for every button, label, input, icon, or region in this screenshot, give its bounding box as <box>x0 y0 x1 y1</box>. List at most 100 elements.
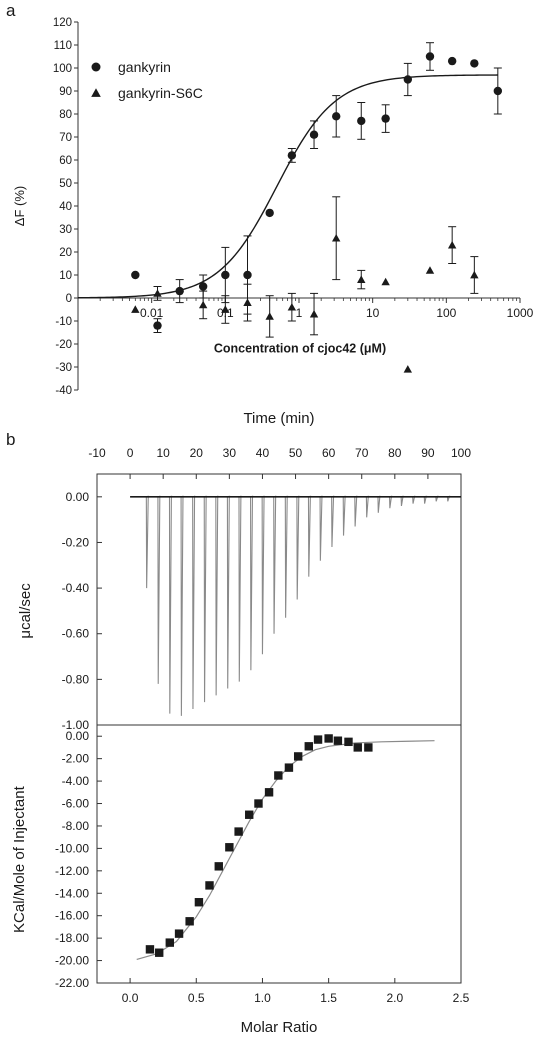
injection-peak <box>296 495 302 600</box>
x-tick-label: 0.5 <box>188 991 205 1005</box>
injection-peak <box>331 495 337 548</box>
injection-peak <box>365 495 371 518</box>
x-tick-label: 1000 <box>507 306 534 320</box>
y-tick-label: -40 <box>55 385 72 397</box>
x-tick-label: 1 <box>296 306 303 320</box>
y-tick-label: 70 <box>59 132 72 144</box>
injection-peak <box>215 495 221 696</box>
data-point-square <box>324 734 333 743</box>
point-gankyrin <box>425 52 435 61</box>
point-gankyrin <box>265 208 274 218</box>
y-tick-label: -10.00 <box>55 841 89 855</box>
point-gankyrin-s6c <box>153 289 162 297</box>
x-tick-label: 10 <box>157 446 171 460</box>
injection-peak <box>377 495 383 513</box>
x-tick-label: 2.0 <box>386 991 403 1005</box>
x-axis-label: Time (min) <box>243 410 314 427</box>
injection-peak <box>354 495 360 527</box>
injection-peak <box>192 495 198 710</box>
point-gankyrin-s6c <box>425 266 435 274</box>
x-tick-label: 40 <box>256 446 270 460</box>
fit-curve-gankyrin <box>77 74 498 299</box>
y-tick-label: 0.00 <box>66 729 90 743</box>
data-point-square <box>274 771 283 780</box>
x-tick-label: 70 <box>355 446 369 460</box>
y-tick-label: -0.40 <box>62 581 90 595</box>
data-point-square <box>205 881 214 890</box>
injection-peak <box>400 495 406 507</box>
injection-peak <box>389 495 394 509</box>
x-tick-label: 0.0 <box>122 991 139 1005</box>
y-tick-label: -4.00 <box>62 774 90 788</box>
y-tick-label: -0.80 <box>62 672 90 686</box>
y-tick-label: 10 <box>59 270 72 282</box>
y-tick-label: -2.00 <box>62 752 90 766</box>
injection-peak <box>273 495 279 634</box>
injection-peak <box>157 495 163 684</box>
injection-peak <box>226 495 232 689</box>
data-point-square <box>304 742 313 751</box>
x-axis-label: Molar Ratio <box>241 1019 318 1036</box>
injection-peak <box>145 495 151 589</box>
point-gankyrin <box>198 282 208 291</box>
x-tick-label: -10 <box>88 446 106 460</box>
legend-marker-gankyrin <box>91 62 101 72</box>
y-tick-label: 40 <box>59 201 72 213</box>
data-point-square <box>174 929 184 938</box>
point-gankyrin <box>381 114 390 123</box>
panel-a-chart: -40-30-20-100102030405060708090100110120… <box>12 17 534 397</box>
data-point-square <box>145 945 155 954</box>
data-point-square <box>313 735 323 744</box>
point-gankyrin <box>153 321 162 330</box>
x-tick-label: 1.5 <box>320 991 337 1005</box>
panel-b-top-chart: -10 0 10 20 30 40 50 60 70 80 90 100 0.00 -0.20 -0.40 -… <box>17 410 471 732</box>
data-point-square <box>353 743 362 752</box>
injection-peak <box>307 495 313 577</box>
point-gankyrin-s6c <box>131 305 140 313</box>
y-tick-label: 0 <box>66 293 72 305</box>
plot-frame <box>96 473 462 726</box>
y-tick-label: -10 <box>55 316 72 328</box>
point-gankyrin-s6c <box>265 312 274 320</box>
y-tick-label: -1.00 <box>62 718 90 732</box>
y-tick-label: -14.00 <box>55 886 89 900</box>
data-point-square <box>284 763 294 772</box>
point-gankyrin <box>357 116 366 126</box>
panel-label-b: b <box>6 430 15 449</box>
point-gankyrin <box>332 112 341 121</box>
data-point-square <box>165 938 174 947</box>
point-gankyrin-s6c <box>381 277 390 286</box>
data-point-square <box>264 788 274 797</box>
point-gankyrin-s6c <box>309 309 319 318</box>
y-axis-label: KCal/Mole of Injectant <box>11 785 28 933</box>
data-point-square <box>293 752 303 761</box>
plot-frame <box>96 724 462 984</box>
y-tick-label: -8.00 <box>62 819 90 833</box>
x-tick-label: 90 <box>421 446 435 460</box>
y-tick-label: -12.00 <box>55 864 89 878</box>
point-gankyrin <box>243 270 252 280</box>
legend-label-gankyrin: gankyrin <box>118 59 171 75</box>
x-tick-label: 0.01 <box>140 306 164 320</box>
y-tick-label: -18.00 <box>55 931 89 945</box>
x-tick-label: 60 <box>322 446 336 460</box>
y-axis-label: μcal/sec <box>17 583 34 639</box>
y-tick-label: -0.60 <box>62 627 90 641</box>
point-gankyrin-s6c <box>403 365 413 373</box>
y-tick-label: 100 <box>53 63 72 75</box>
x-tick-label: 100 <box>451 446 471 460</box>
point-gankyrin <box>175 286 184 296</box>
x-tick-label: 1.0 <box>254 991 271 1005</box>
y-tick-label: 20 <box>59 247 72 259</box>
panel-label-a: a <box>6 1 16 20</box>
data-point-square <box>225 843 234 852</box>
injection-peak <box>238 495 244 682</box>
y-tick-label: -22.00 <box>55 976 89 990</box>
data-point-square <box>245 810 254 819</box>
data-point-square <box>214 862 223 871</box>
point-gankyrin-s6c <box>287 303 297 311</box>
data-point-square <box>194 898 204 907</box>
x-tick-label: 10 <box>366 306 380 320</box>
point-gankyrin <box>131 270 140 280</box>
